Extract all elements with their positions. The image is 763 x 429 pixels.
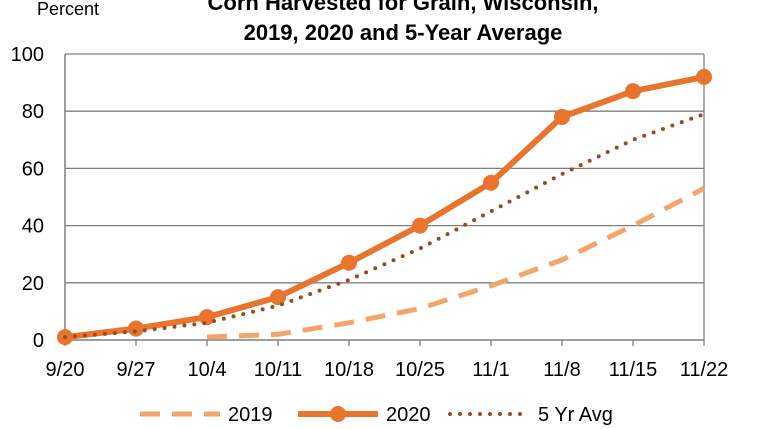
legend-label-5-yr-avg: 5 Yr Avg bbox=[538, 404, 613, 426]
x-tick-label-2: 10/4 bbox=[188, 359, 227, 381]
x-tick-label-9: 11/22 bbox=[680, 359, 729, 381]
point-2020-2 bbox=[199, 309, 215, 326]
series-line-2019 bbox=[206, 186, 706, 340]
x-tick-label-1: 9/27 bbox=[117, 359, 156, 381]
legend-label-2020: 2020 bbox=[386, 404, 431, 426]
chart-title-line1: Corn Harvested for Grain, Wisconsin, bbox=[208, 0, 599, 15]
x-tick-label-3: 10/11 bbox=[254, 359, 303, 381]
point-2020-5 bbox=[412, 217, 428, 234]
legend-marker-2020 bbox=[330, 406, 346, 422]
y-tick-label-80: 80 bbox=[22, 101, 44, 123]
x-tick-labels: 9/20 9/27 10/4 10/11 10/18 10/25 11/1 11/8 11/15… bbox=[46, 359, 729, 381]
series-lines bbox=[57, 68, 712, 346]
y-tick-label-40: 40 bbox=[22, 216, 44, 238]
y-tick-label-0: 0 bbox=[33, 330, 44, 352]
point-2020-3 bbox=[270, 289, 286, 306]
point-2020-6 bbox=[483, 174, 499, 191]
y-tick-labels: 0 20 40 60 80 100 bbox=[11, 44, 44, 352]
legend: 2019 2020 5 Yr Avg bbox=[140, 404, 613, 426]
point-2020-7 bbox=[554, 108, 570, 125]
series-line-2020 bbox=[64, 73, 705, 341]
x-tick-label-0: 9/20 bbox=[46, 359, 85, 381]
series-line-5-yr-avg bbox=[63, 112, 706, 340]
grid bbox=[64, 53, 705, 346]
point-2020-4 bbox=[341, 254, 357, 271]
point-2020-8 bbox=[625, 83, 641, 100]
legend-label-2019: 2019 bbox=[228, 404, 273, 426]
x-tick-label-4: 10/18 bbox=[324, 359, 374, 381]
x-tick-label-6: 11/1 bbox=[472, 359, 509, 381]
y-axis-label: Percent bbox=[37, 0, 99, 19]
x-tick-label-7: 11/8 bbox=[543, 359, 580, 381]
point-2020-9 bbox=[696, 68, 712, 85]
x-tick-label-5: 10/25 bbox=[395, 359, 445, 381]
chart-title-line2: 2019, 2020 and 5-Year Average bbox=[244, 20, 563, 45]
y-tick-label-60: 60 bbox=[22, 158, 44, 180]
x-tick-label-8: 11/15 bbox=[609, 359, 658, 381]
point-2020-1 bbox=[128, 320, 144, 337]
y-tick-label-100: 100 bbox=[11, 44, 44, 66]
y-tick-label-20: 20 bbox=[22, 273, 44, 295]
